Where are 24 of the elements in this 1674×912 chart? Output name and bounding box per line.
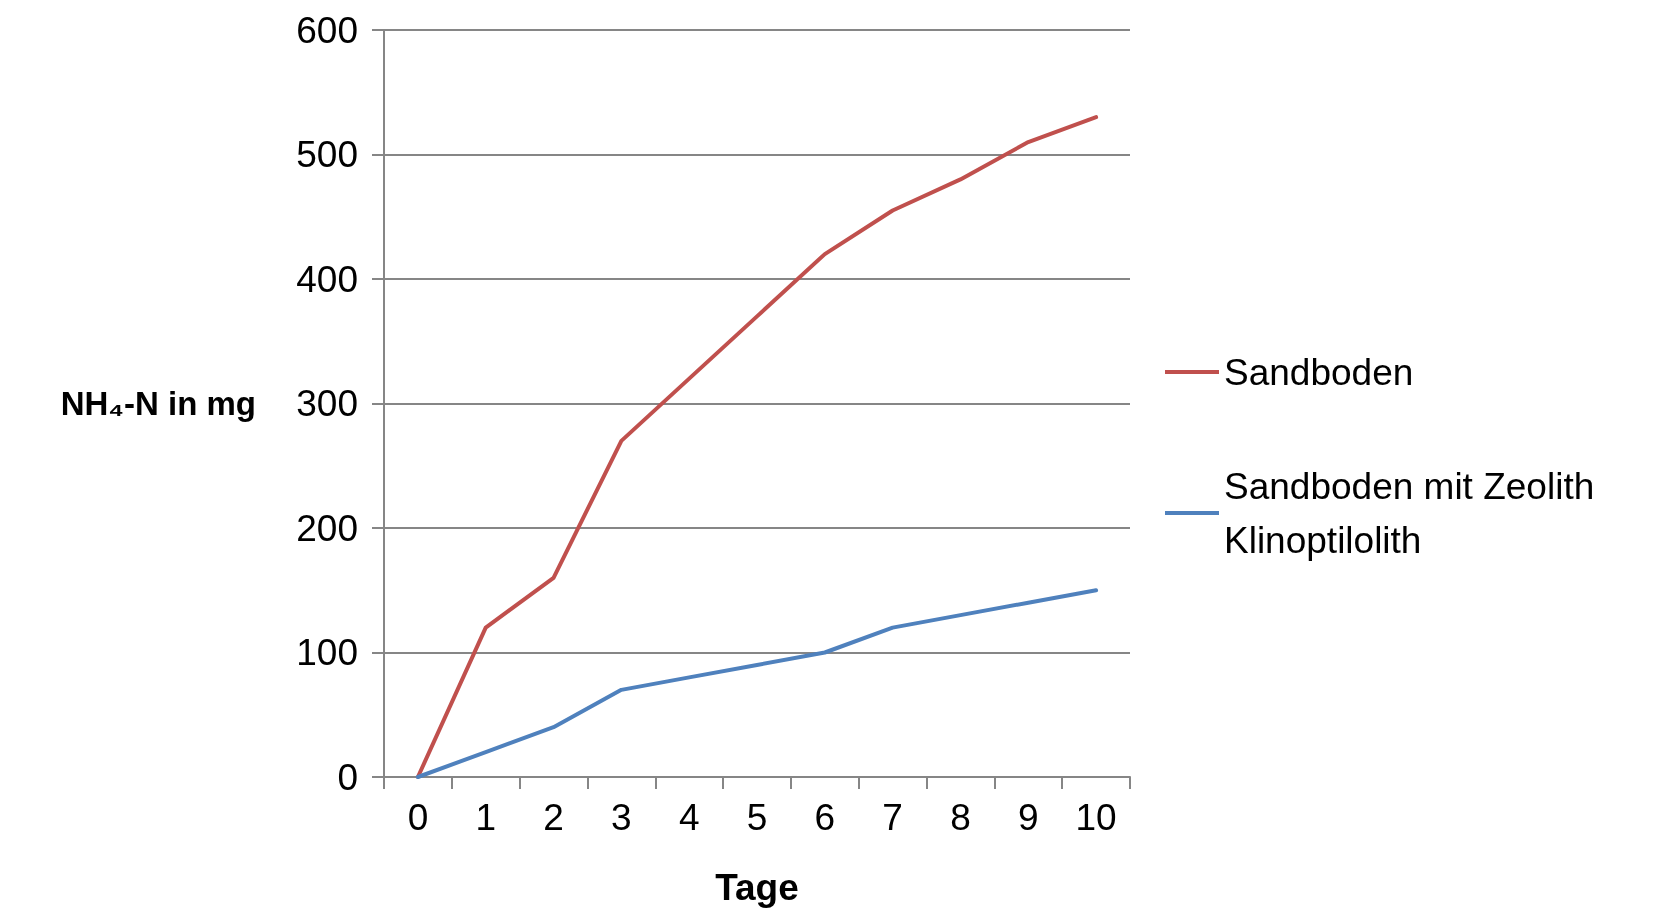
- y-tick-label: 500: [296, 134, 358, 175]
- y-tick-label: 100: [296, 632, 358, 673]
- legend-label: Sandboden: [1224, 351, 1414, 393]
- x-axis-title: Tage: [715, 867, 799, 908]
- y-tick-label: 0: [337, 756, 358, 798]
- x-tick-label: 1: [475, 797, 497, 838]
- x-tick-label: 7: [882, 797, 903, 838]
- x-tick-label: 9: [1017, 797, 1039, 838]
- y-tick-label: 300: [296, 383, 358, 424]
- y-tick-label: 200: [296, 507, 358, 549]
- x-tick-label: 10: [1075, 797, 1117, 838]
- y-tick-label: 600: [296, 9, 358, 51]
- x-tick-label: 0: [407, 797, 429, 838]
- x-tick-label: 2: [543, 797, 564, 838]
- line-series: [415, 115, 1099, 779]
- x-tick-label: 3: [611, 797, 632, 838]
- y-tick-label: 400: [296, 258, 358, 300]
- x-tick-label: 5: [746, 797, 768, 838]
- x-tick-label: 8: [950, 797, 971, 838]
- x-tick-label: 4: [678, 797, 700, 838]
- y-axis-title: NH₄-N in mg: [60, 385, 256, 422]
- legend-label: Sandboden mit Zeolith Klinoptilolith: [1224, 465, 1605, 561]
- line-series: [415, 588, 1099, 779]
- x-tick-label: 6: [814, 797, 836, 838]
